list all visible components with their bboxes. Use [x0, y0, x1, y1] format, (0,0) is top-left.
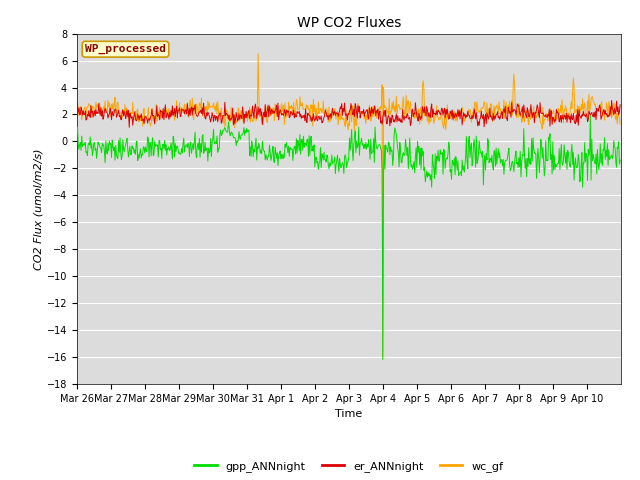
X-axis label: Time: Time	[335, 409, 362, 419]
Title: WP CO2 Fluxes: WP CO2 Fluxes	[296, 16, 401, 30]
Line: wc_gf: wc_gf	[77, 54, 620, 357]
Legend: gpp_ANNnight, er_ANNnight, wc_gf: gpp_ANNnight, er_ANNnight, wc_gf	[190, 457, 508, 477]
Line: gpp_ANNnight: gpp_ANNnight	[77, 115, 620, 360]
Text: WP_processed: WP_processed	[85, 44, 166, 54]
Y-axis label: CO2 Flux (umol/m2/s): CO2 Flux (umol/m2/s)	[34, 148, 44, 270]
Line: er_ANNnight: er_ANNnight	[77, 100, 620, 127]
